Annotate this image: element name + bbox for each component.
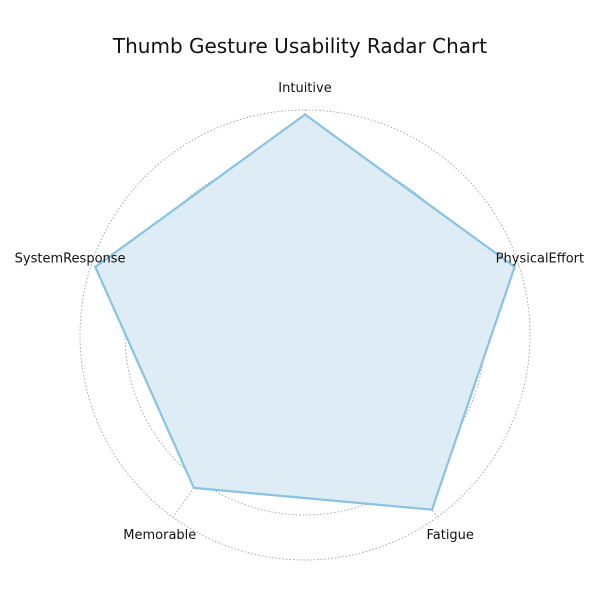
axis-label-systemresponse: SystemResponse	[15, 252, 126, 267]
series-line-1	[94, 113, 516, 511]
data-point-fatigue	[430, 508, 434, 511]
data-point-physicaleffort	[513, 265, 516, 269]
chart-title: Thumb Gesture Usability Radar Chart	[112, 34, 488, 58]
axis-label-intuitive: Intuitive	[278, 81, 331, 96]
axis-label-physicaleffort: PhysicalEffort	[496, 252, 584, 267]
grid-circle-5	[79, 109, 531, 561]
series-area-1	[95, 114, 515, 510]
axis-label-memorable: Memorable	[123, 528, 196, 543]
axis-label-fatigue: Fatigue	[426, 528, 473, 543]
data-point-intuitive	[303, 113, 307, 116]
data-point-memorable	[192, 486, 196, 490]
data-point-systemresponse	[94, 265, 97, 269]
